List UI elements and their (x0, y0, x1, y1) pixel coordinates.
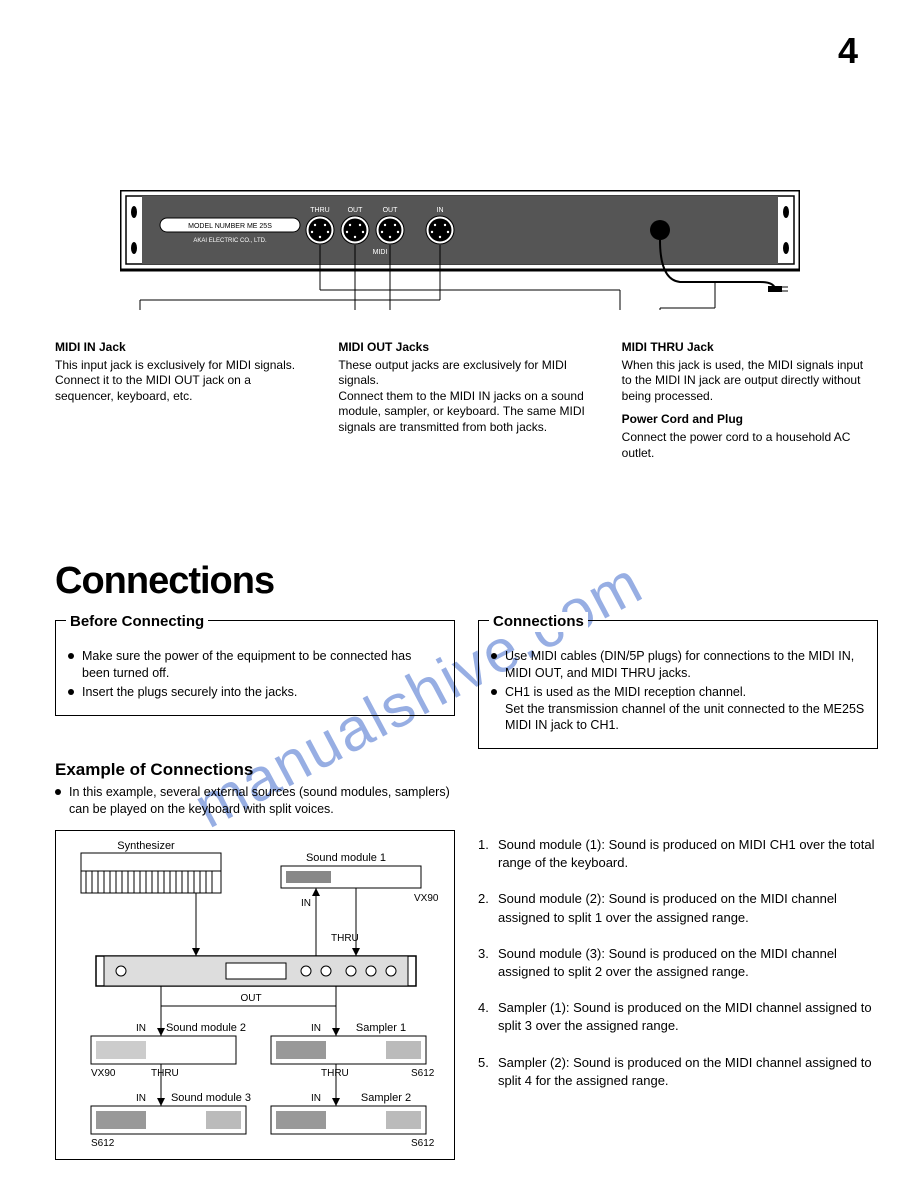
connections-box: Connections Use MIDI cables (DIN/5P plug… (478, 620, 878, 749)
callout-midi-in-text: This input jack is exclusively for MIDI … (55, 358, 308, 405)
svg-text:OUT: OUT (348, 207, 364, 214)
connections-item: CH1 is used as the MIDI reception channe… (491, 684, 865, 735)
svg-text:IN: IN (136, 1093, 146, 1104)
svg-text:MIDI: MIDI (373, 249, 388, 256)
example-intro: In this example, several external source… (55, 784, 455, 820)
svg-text:THRU: THRU (321, 1068, 349, 1079)
before-item: Insert the plugs securely into the jacks… (68, 684, 442, 701)
callout-power-title: Power Cord and Plug (622, 412, 875, 428)
connection-diagram: Synthesizer Sound module 1 VX90 (55, 830, 455, 1160)
callout-midi-out-text: These output jacks are exclusively for M… (338, 358, 591, 436)
callout-midi-thru-title: MIDI THRU Jack (622, 340, 714, 354)
list-item: 5.Sampler (2): Sound is produced on the … (478, 1054, 878, 1090)
callout-midi-out-title: MIDI OUT Jacks (338, 340, 429, 354)
callout-midi-in-title: MIDI IN Jack (55, 340, 126, 354)
svg-text:AKAI ELECTRIC CO., LTD.: AKAI ELECTRIC CO., LTD. (193, 238, 267, 244)
svg-text:S612: S612 (411, 1068, 435, 1079)
svg-text:OUT: OUT (240, 993, 261, 1004)
list-item: 4.Sampler (1): Sound is produced on the … (478, 999, 878, 1035)
svg-text:IN: IN (311, 1093, 321, 1104)
connections-box-title: Connections (489, 612, 588, 632)
svg-text:Sound module 2: Sound module 2 (166, 1022, 246, 1034)
svg-text:THRU: THRU (151, 1068, 179, 1079)
callout-midi-thru-text: When this jack is used, the MIDI signals… (622, 358, 875, 405)
svg-text:OUT: OUT (383, 207, 399, 214)
svg-text:IN: IN (311, 1023, 321, 1034)
svg-text:VX90: VX90 (414, 893, 439, 904)
svg-text:MODEL NUMBER ME 25S: MODEL NUMBER ME 25S (188, 223, 272, 230)
callout-power-text: Connect the power cord to a household AC… (622, 430, 875, 461)
svg-text:Synthesizer: Synthesizer (117, 840, 175, 852)
numbered-explanation-list: 1.Sound module (1): Sound is produced on… (478, 836, 878, 1108)
list-item: 3.Sound module (3): Sound is produced on… (478, 945, 878, 981)
before-item: Make sure the power of the equipment to … (68, 648, 442, 682)
svg-text:Sampler 1: Sampler 1 (356, 1022, 406, 1034)
callout-midi-out: MIDI OUT Jacks These output jacks are ex… (338, 340, 591, 461)
svg-text:IN: IN (437, 207, 444, 214)
list-item: 2.Sound module (2): Sound is produced on… (478, 890, 878, 926)
page-number: 4 (838, 30, 858, 72)
svg-text:VX90: VX90 (91, 1068, 116, 1079)
before-connecting-title: Before Connecting (66, 612, 208, 632)
svg-text:THRU: THRU (331, 933, 359, 944)
svg-text:S612: S612 (411, 1138, 435, 1149)
svg-text:Sound module 1: Sound module 1 (306, 852, 386, 864)
rack-unit-diagram: MODEL NUMBER ME 25S AKAI ELECTRIC CO., L… (120, 190, 800, 310)
callout-midi-in: MIDI IN Jack This input jack is exclusiv… (55, 340, 308, 461)
svg-text:Sampler 2: Sampler 2 (361, 1092, 411, 1104)
svg-text:S612: S612 (91, 1138, 115, 1149)
example-heading: Example of Connections (55, 760, 253, 780)
callout-midi-thru: MIDI THRU Jack When this jack is used, t… (622, 340, 875, 461)
svg-text:IN: IN (301, 898, 311, 909)
section-heading-connections: Connections (55, 560, 274, 603)
svg-text:Sound module 3: Sound module 3 (171, 1092, 251, 1104)
connections-item: Use MIDI cables (DIN/5P plugs) for conne… (491, 648, 865, 682)
svg-text:THRU: THRU (310, 207, 329, 214)
before-connecting-box: Before Connecting Make sure the power of… (55, 620, 455, 716)
list-item: 1.Sound module (1): Sound is produced on… (478, 836, 878, 872)
svg-text:IN: IN (136, 1023, 146, 1034)
